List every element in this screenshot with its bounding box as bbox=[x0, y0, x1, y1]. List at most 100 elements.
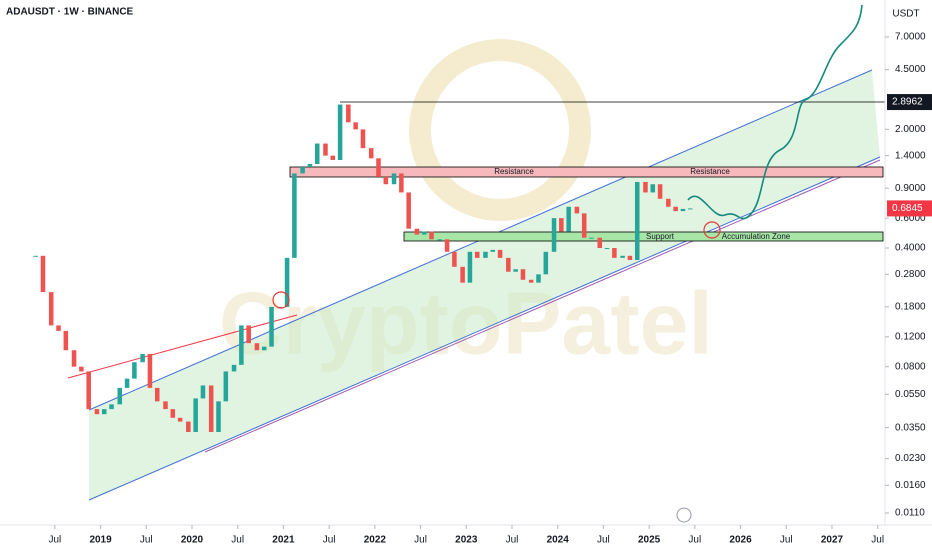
resistance-zone bbox=[289, 166, 884, 178]
price-tag-label: 2.8962 bbox=[892, 97, 923, 108]
candle bbox=[154, 387, 160, 402]
candle bbox=[71, 350, 77, 367]
candle bbox=[33, 255, 38, 257]
price-tag bbox=[887, 200, 932, 217]
candle bbox=[657, 184, 663, 199]
red-trend-line bbox=[67, 314, 298, 379]
y-tick-label: 0.1200 bbox=[895, 331, 926, 342]
candle bbox=[337, 104, 343, 160]
projection-curve bbox=[687, 4, 863, 220]
candle bbox=[520, 269, 526, 280]
watermark-logo bbox=[409, 39, 591, 221]
candle bbox=[40, 255, 46, 293]
candle bbox=[612, 248, 617, 258]
y-tick-label: 2.0000 bbox=[895, 124, 926, 135]
candle bbox=[406, 192, 411, 229]
candle bbox=[193, 398, 198, 432]
candle bbox=[314, 143, 320, 165]
candle bbox=[200, 385, 206, 399]
candle bbox=[261, 346, 267, 351]
candle bbox=[48, 292, 54, 326]
y-tick-label: 0.0110 bbox=[895, 508, 925, 519]
candle bbox=[353, 122, 358, 130]
candle bbox=[330, 155, 336, 160]
y-tick-label: 0.6000 bbox=[895, 213, 926, 224]
candle bbox=[566, 206, 571, 232]
y-tick-label: 0.1800 bbox=[895, 302, 926, 313]
candle bbox=[483, 251, 488, 258]
candle bbox=[581, 213, 587, 238]
event-icon bbox=[676, 507, 692, 523]
channel-lower bbox=[88, 156, 881, 501]
currency-label: USDT bbox=[892, 9, 919, 20]
y-tick-label: 7.0000 bbox=[895, 32, 926, 43]
candle bbox=[490, 249, 496, 252]
x-tick-label: Jul bbox=[323, 535, 336, 546]
y-tick-label: 0.0160 bbox=[895, 480, 926, 491]
candle bbox=[208, 385, 214, 432]
y-tick-label: 1.4000 bbox=[895, 150, 926, 161]
candle bbox=[307, 164, 313, 168]
candle bbox=[627, 255, 633, 260]
candle bbox=[124, 378, 130, 388]
candle bbox=[300, 167, 305, 174]
candle bbox=[216, 401, 221, 432]
candle bbox=[56, 325, 61, 331]
price-tag-label: 0.6845 bbox=[892, 203, 923, 214]
zone-label: Support bbox=[646, 232, 675, 241]
x-tick-label: 2026 bbox=[729, 535, 752, 546]
x-tick-label: Jul bbox=[506, 535, 519, 546]
x-tick-label: 2020 bbox=[181, 535, 204, 546]
candle bbox=[132, 362, 137, 379]
x-tick-label: Jul bbox=[231, 535, 244, 546]
candle bbox=[246, 325, 251, 344]
candle bbox=[239, 325, 244, 365]
candle bbox=[474, 251, 480, 258]
candle bbox=[429, 231, 434, 240]
candle bbox=[643, 181, 648, 193]
y-tick-label: 0.0350 bbox=[895, 422, 926, 433]
candle bbox=[399, 173, 404, 193]
candles bbox=[33, 104, 693, 432]
candle bbox=[284, 257, 290, 307]
candle bbox=[101, 409, 107, 415]
candle bbox=[391, 173, 397, 185]
zone-label: Accumulation Zone bbox=[722, 232, 791, 241]
candle bbox=[360, 129, 366, 149]
candle bbox=[444, 239, 450, 252]
candle bbox=[223, 371, 229, 402]
candle bbox=[597, 237, 603, 249]
x-tick-label: Jul bbox=[597, 535, 610, 546]
candle bbox=[551, 218, 557, 252]
candle bbox=[559, 218, 564, 232]
candle bbox=[574, 206, 580, 214]
candle bbox=[368, 148, 374, 159]
candle bbox=[673, 206, 678, 212]
candle bbox=[94, 409, 100, 415]
chart-title: ADAUSDT · 1W · BINANCE bbox=[6, 7, 134, 18]
candle bbox=[323, 143, 328, 156]
candle bbox=[513, 269, 518, 272]
candle bbox=[506, 257, 511, 272]
x-tick-label: Jul bbox=[414, 535, 427, 546]
x-tick-label: Jul bbox=[140, 535, 153, 546]
candle bbox=[177, 417, 183, 422]
x-tick-label: 2025 bbox=[638, 535, 661, 546]
candle bbox=[109, 404, 114, 410]
candle bbox=[383, 176, 389, 185]
candle bbox=[421, 231, 427, 235]
candle bbox=[63, 330, 69, 351]
candle bbox=[163, 401, 168, 410]
channel-fill bbox=[89, 70, 880, 500]
support-zone bbox=[403, 231, 884, 242]
x-tick-label: 2023 bbox=[455, 535, 478, 546]
highlight-circle bbox=[272, 291, 290, 309]
zone-label: Resistance bbox=[690, 167, 730, 176]
candle bbox=[140, 354, 145, 363]
candle bbox=[414, 228, 420, 235]
candle bbox=[86, 371, 91, 410]
y-tick-label: 4.5000 bbox=[895, 64, 926, 75]
y-tick-label: 0.9000 bbox=[895, 183, 926, 194]
candle bbox=[79, 366, 84, 372]
